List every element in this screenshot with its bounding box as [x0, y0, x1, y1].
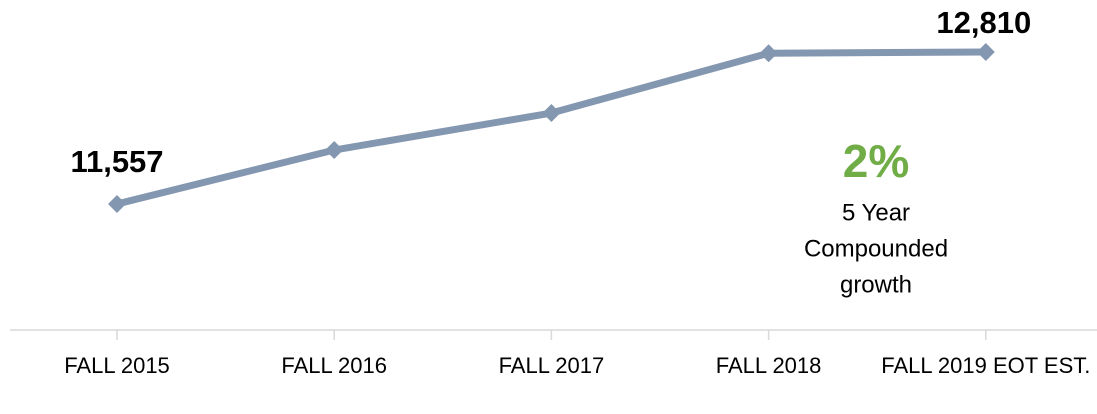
marker: [976, 43, 995, 61]
annotation-text: growth: [840, 271, 912, 298]
annotation-text: Compounded: [804, 235, 948, 262]
x-tick-label: FALL 2016: [281, 353, 387, 378]
annotation-text: 5 Year: [842, 199, 910, 226]
x-tick-label: FALL 2017: [498, 353, 605, 378]
marker: [542, 104, 561, 123]
x-tick-label: FALL 2015: [64, 353, 170, 378]
x-tick-label: FALL 2019 EOT EST.: [881, 353, 1091, 378]
data-label: 12,810: [936, 5, 1031, 40]
data-label: 11,557: [70, 144, 163, 179]
x-tick-label: FALL 2018: [715, 353, 822, 378]
marker: [759, 44, 778, 63]
annotation-value: 2%: [843, 135, 909, 187]
marker: [108, 195, 126, 213]
marker: [325, 141, 344, 160]
